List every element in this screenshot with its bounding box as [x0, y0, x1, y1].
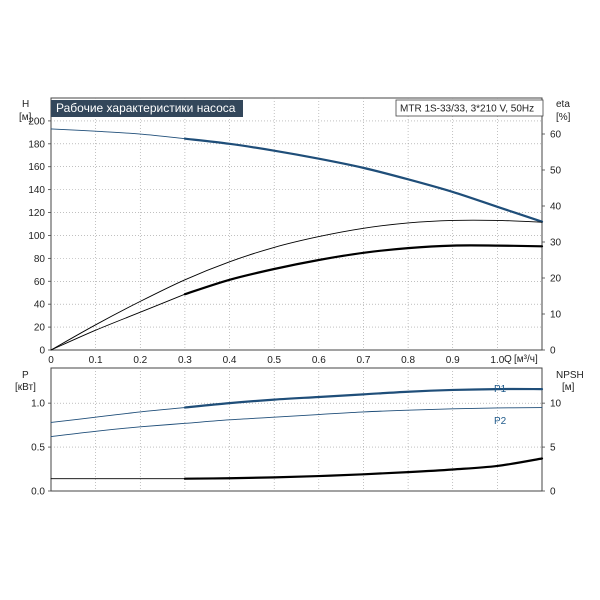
y-left-tick-label: 1.0: [31, 399, 45, 410]
y-left-tick-label: 0.5: [31, 443, 45, 454]
y-left-tick-label: 20: [34, 323, 46, 334]
x-tick-label: 0.9: [446, 355, 460, 366]
y-left-tick-label: 200: [28, 116, 45, 127]
plot-frame: [50, 367, 543, 492]
y-left-tick-label: 0.0: [31, 487, 45, 498]
x-tick-label: 1.0: [490, 355, 504, 366]
y-left-tick-label: 120: [28, 208, 45, 219]
y-left-axis-label-2: P: [22, 370, 29, 381]
power-npsh-plot: 0.0 0.5 1.0 0 5 10: [31, 367, 562, 498]
head-efficiency-plot: 0 20 40 60 80 100 120 140 160 180 200 0 10 20 30 40 50 60…: [28, 97, 562, 366]
series-line: [183, 457, 544, 480]
series-line: [50, 293, 186, 351]
x-tick-label: 0.1: [89, 355, 103, 366]
y-left-axis-label-1: H: [22, 99, 29, 110]
series-line: [183, 387, 544, 409]
model-label: MTR 1S-33/33, 3*210 V, 50Hz: [400, 104, 534, 115]
y-right-tick-label: 10: [550, 399, 562, 410]
x-tick-label: 0.4: [223, 355, 237, 366]
y-right-tick-label: 10: [550, 310, 562, 321]
x-tick-label: 0.3: [178, 355, 192, 366]
y-left-tick-label: 80: [34, 254, 46, 265]
series-line: [183, 244, 544, 296]
y-left-tick-label: 40: [34, 300, 46, 311]
y-right-axis-label-1: eta: [556, 99, 570, 110]
y-right-tick-label: 20: [550, 274, 562, 285]
y-right-tick-label: 30: [550, 238, 562, 249]
series-line: [50, 219, 543, 351]
x-tick-label: 0.2: [133, 355, 147, 366]
series-line: [50, 407, 186, 423]
model-label-box: [395, 99, 544, 117]
y-left-tick-label: 60: [34, 277, 46, 288]
y-left-tick-label: 140: [28, 185, 45, 196]
series-line: [50, 128, 186, 140]
series-line: [183, 137, 544, 223]
x-tick-label: 0.6: [312, 355, 326, 366]
x-tick-label: 0.8: [401, 355, 415, 366]
series-label-p2: P2: [494, 416, 507, 427]
x-tick-label: 0.7: [357, 355, 371, 366]
y-left-tick-label: 100: [28, 231, 45, 242]
y-right-tick-label: 0: [550, 487, 556, 498]
series-line: [50, 407, 543, 437]
y-right-tick-label: 40: [550, 202, 562, 213]
x-axis-label: Q: [504, 354, 512, 365]
y-right-axis-unit-1: [%]: [556, 112, 571, 123]
chart-title-background: [51, 100, 243, 117]
y-right-axis-label-2: NPSH: [556, 370, 584, 381]
x-axis-unit: [м³/ч]: [514, 354, 538, 365]
y-right-tick-label: 5: [550, 443, 556, 454]
y-right-tick-label: 60: [550, 130, 562, 141]
series-label-p1: P1: [494, 384, 507, 395]
y-left-tick-label: 0: [39, 346, 45, 357]
y-right-axis-unit-2: [м]: [562, 382, 575, 393]
y-left-tick-label: 160: [28, 162, 45, 173]
y-left-axis-unit-2: [кВт]: [15, 382, 36, 393]
x-tick-label: 0.5: [267, 355, 281, 366]
y-right-tick-label: 50: [550, 166, 562, 177]
chart-title: Рабочие характеристики насоса: [56, 101, 236, 115]
y-left-axis-unit-1: [м]: [19, 112, 32, 123]
y-left-tick-label: 180: [28, 139, 45, 150]
plot-frame: [50, 97, 543, 351]
x-tick-label: 0: [48, 355, 54, 366]
y-right-tick-label: 0: [550, 346, 556, 357]
